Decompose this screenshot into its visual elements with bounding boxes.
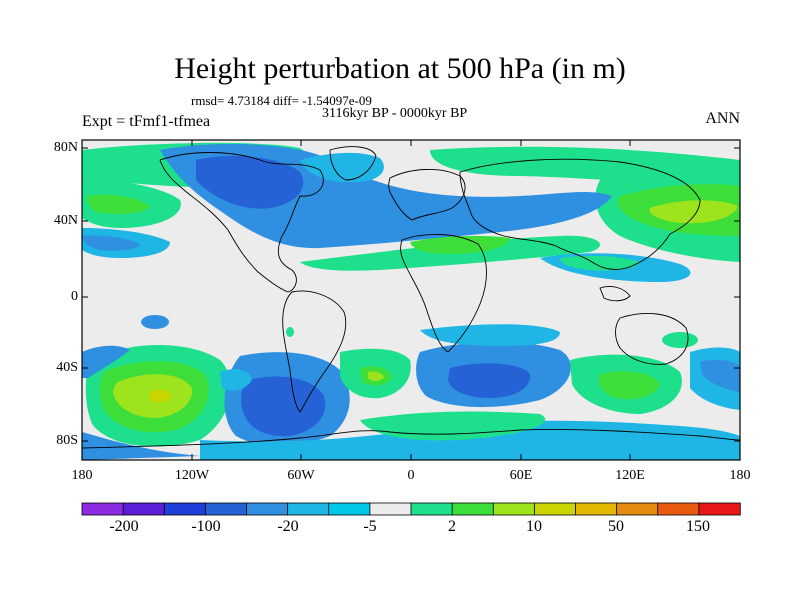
colorbar-swatch (657, 502, 700, 516)
contour-region (560, 255, 640, 271)
lat-label: 80S (56, 433, 78, 448)
colorbar-swatch (204, 502, 248, 516)
contour-region (410, 235, 510, 254)
colorbar-swatch (410, 502, 453, 516)
coastline-antarctica (82, 429, 740, 449)
colorbar-label: -200 (109, 518, 139, 535)
contour-region (662, 332, 698, 348)
stats-text: rmsd= 4.73184 diff= -1.54097e-09 (191, 93, 372, 108)
contour-region (286, 327, 294, 337)
coastline-north-america (159, 152, 324, 293)
plot-title: Height perturbation at 500 hPa (in m) (174, 52, 626, 85)
season-label: ANN (705, 110, 740, 127)
contour-region (700, 359, 740, 392)
colorbar-swatch (122, 502, 165, 516)
colorbar-swatch (616, 502, 659, 516)
contour-region (87, 194, 150, 214)
colorbar-swatch (698, 502, 741, 516)
lat-label: 40N (53, 213, 78, 228)
colorbar-label: -20 (277, 518, 299, 535)
axis-ticks (81, 140, 741, 460)
contour-region (368, 371, 384, 381)
lon-label: 60E (509, 468, 533, 483)
colorbar-swatch (492, 502, 536, 516)
contour-region (196, 156, 304, 209)
lat-label: 80N (53, 140, 78, 155)
colorbar-swatch (163, 502, 207, 516)
contour-region (141, 315, 169, 329)
colorbar-swatch (81, 502, 124, 516)
lat-label: 0 (71, 289, 78, 304)
colorbar-label: 50 (608, 518, 624, 535)
experiment-label: Expt = tFmf1-tfmea (82, 113, 211, 130)
contour-region (82, 345, 130, 378)
contour-region (420, 324, 560, 346)
colorbar (81, 502, 741, 516)
contour-region (82, 432, 200, 460)
lat-label: 40S (56, 360, 78, 375)
coastline-greenland (329, 146, 377, 181)
colorbar-swatch (287, 502, 330, 516)
coastline-maritime-continent (599, 285, 631, 302)
lon-label: 120E (615, 468, 645, 483)
contour-region (220, 369, 252, 391)
coastline-africa (400, 233, 487, 353)
colorbar-label: 150 (686, 518, 710, 535)
colorbar-label: 2 (448, 518, 456, 535)
contour-region (598, 371, 660, 400)
lon-label: 60W (287, 468, 315, 483)
colorbar-swatch (328, 502, 371, 516)
coastlines (82, 146, 740, 449)
contour-region (448, 363, 531, 398)
colorbar-swatch (575, 502, 618, 516)
contour-region (649, 200, 738, 224)
contour-region (241, 376, 326, 437)
coastline-australia (615, 313, 689, 365)
contour-region (150, 389, 172, 403)
contour-region (82, 235, 140, 251)
colorbar-label: 10 (526, 518, 542, 535)
colorbar-swatch (533, 502, 577, 516)
period-label: 3116kyr BP - 0000kyr BP (322, 106, 468, 121)
lon-label: 120W (174, 468, 210, 483)
lon-label: 0 (407, 468, 415, 483)
colorbar-swatch (451, 502, 494, 516)
colorbar-swatch (369, 502, 412, 516)
coastline-south-america (282, 290, 347, 413)
colorbar-label: -5 (363, 518, 377, 535)
lon-label: 180 (71, 468, 93, 483)
colorbar-swatch (246, 502, 289, 516)
colorbar-label: -100 (191, 518, 221, 535)
coastline-asia (459, 158, 701, 270)
coastline-europe (388, 168, 466, 221)
contour-field (82, 140, 740, 460)
lon-label: 180 (729, 468, 751, 483)
